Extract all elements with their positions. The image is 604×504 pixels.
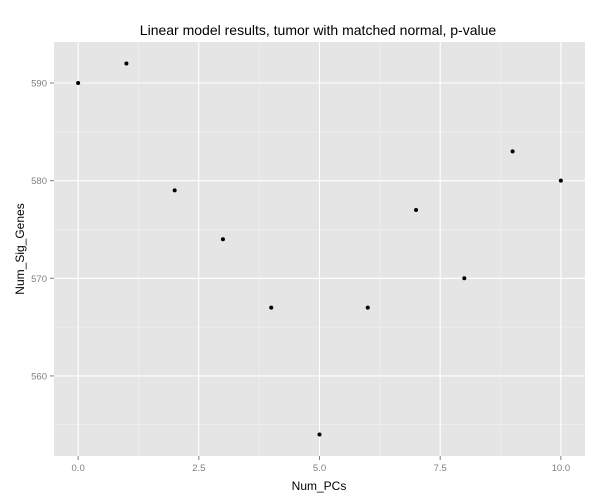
y-tick-label: 560 [31, 371, 47, 382]
data-point [558, 178, 563, 183]
y-axis-title: Num_Sig_Genes [13, 203, 27, 294]
x-tick-label: 10.0 [552, 463, 571, 474]
data-point [269, 305, 274, 310]
data-point [220, 237, 225, 242]
data-points [76, 61, 563, 437]
y-tick-label: 570 [31, 274, 47, 285]
chart-title: Linear model results, tumor with matched… [140, 22, 497, 38]
y-axis: 560 570 580 590 [31, 79, 54, 382]
y-tick-label: 590 [31, 79, 47, 90]
data-point [124, 61, 129, 66]
data-point [462, 276, 467, 281]
x-tick-label: 2.5 [192, 463, 205, 474]
y-tick-label: 580 [31, 176, 47, 187]
data-point [317, 432, 322, 437]
x-tick-label: 7.5 [434, 463, 447, 474]
data-point [365, 305, 370, 310]
data-point [414, 207, 419, 212]
data-point [510, 149, 515, 154]
data-point [172, 188, 177, 193]
major-gridlines [54, 42, 585, 456]
data-point [76, 81, 81, 86]
x-tick-label: 5.0 [313, 463, 326, 474]
x-axis: 0.0 2.5 5.0 7.5 10.0 [72, 456, 571, 474]
x-axis-title: Num_PCs [292, 479, 347, 493]
x-tick-label: 0.0 [72, 463, 85, 474]
